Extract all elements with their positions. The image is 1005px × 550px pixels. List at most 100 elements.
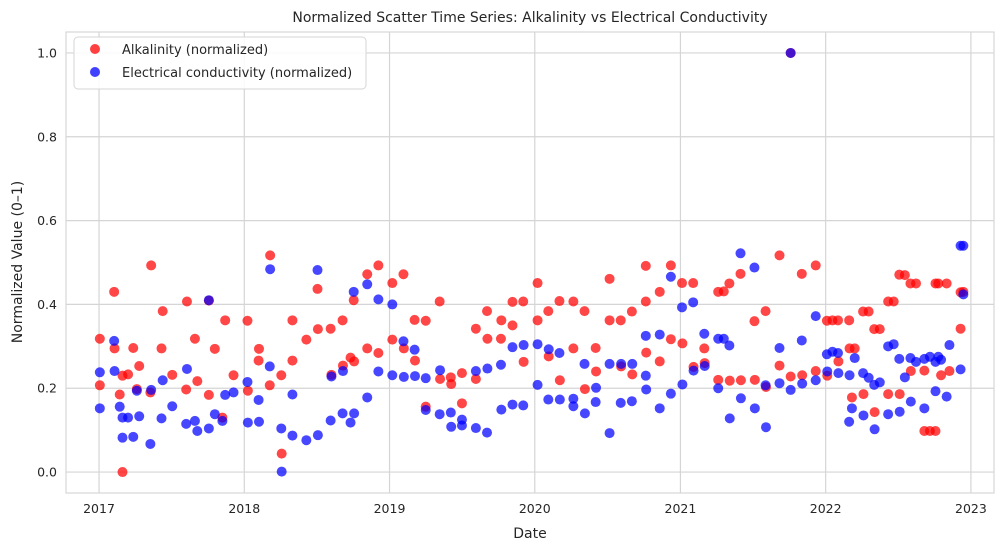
data-point: [518, 296, 529, 307]
data-point: [810, 375, 821, 386]
data-point: [94, 333, 105, 344]
data-point: [532, 379, 543, 390]
data-point: [167, 369, 178, 380]
data-point: [156, 343, 167, 354]
data-point: [774, 378, 785, 389]
data-point: [735, 393, 746, 404]
data-point: [785, 384, 796, 395]
data-point: [312, 283, 323, 294]
y-tick-label: 0.2: [37, 381, 57, 396]
data-point: [157, 375, 168, 386]
data-point: [114, 389, 125, 400]
data-point: [554, 296, 565, 307]
data-point: [253, 355, 264, 366]
data-point: [699, 361, 710, 372]
x-tick-label: 2017: [83, 501, 115, 516]
data-point: [849, 353, 860, 364]
data-point: [724, 413, 735, 424]
data-point: [677, 379, 688, 390]
data-point: [507, 399, 518, 410]
data-point: [203, 423, 214, 434]
data-point: [933, 278, 944, 289]
series-alkalinity: [94, 47, 969, 478]
x-tick-label: 2018: [228, 501, 260, 516]
data-point: [482, 427, 493, 438]
data-point: [325, 323, 336, 334]
legend: Alkalinity (normalized) Electrical condu…: [73, 36, 367, 90]
data-point: [858, 410, 869, 421]
data-point: [398, 371, 409, 382]
data-point: [543, 344, 554, 355]
data-point: [568, 401, 579, 412]
data-point: [109, 343, 120, 354]
plot-area: [65, 31, 995, 494]
data-point: [919, 403, 930, 414]
data-point: [435, 365, 446, 376]
data-point: [930, 386, 941, 397]
data-point: [774, 360, 785, 371]
data-point: [387, 334, 398, 345]
data-point: [276, 370, 287, 381]
data-point: [627, 369, 638, 380]
data-point: [228, 387, 239, 398]
series-layer: [94, 47, 969, 478]
data-point: [796, 268, 807, 279]
data-point: [869, 424, 880, 435]
data-point: [276, 448, 287, 459]
data-point: [699, 343, 710, 354]
data-point: [496, 404, 507, 415]
data-point: [470, 374, 481, 385]
data-point: [362, 269, 373, 280]
data-point: [326, 371, 337, 382]
data-point: [373, 348, 384, 359]
data-point: [944, 366, 955, 377]
data-point: [254, 343, 265, 354]
data-point: [677, 278, 688, 289]
data-point: [146, 260, 157, 271]
data-point: [496, 315, 507, 326]
data-point: [470, 423, 481, 434]
data-point: [345, 417, 356, 428]
data-point: [362, 279, 373, 290]
data-point: [919, 365, 930, 376]
data-point: [495, 359, 506, 370]
data-point: [760, 422, 771, 433]
data-point: [543, 306, 554, 317]
data-point: [858, 389, 869, 400]
data-point: [833, 315, 844, 326]
data-point: [724, 340, 735, 351]
data-point: [276, 466, 287, 477]
data-point: [833, 356, 844, 367]
data-point: [735, 268, 746, 279]
data-point: [301, 334, 312, 345]
data-point: [349, 356, 360, 367]
data-point: [844, 315, 855, 326]
data-point: [287, 315, 298, 326]
data-point: [863, 372, 874, 383]
data-point: [420, 373, 431, 384]
y-axis-label: Normalized Value (0–1): [10, 181, 26, 343]
data-point: [203, 389, 214, 400]
data-point: [242, 385, 253, 396]
data-point: [543, 394, 554, 405]
legend-label-alkalinity: Alkalinity (normalized): [122, 43, 268, 58]
data-point: [724, 278, 735, 289]
series-conductivity: [94, 47, 969, 477]
data-point: [774, 250, 785, 261]
data-point: [894, 389, 905, 400]
data-point: [688, 278, 699, 289]
data-point: [181, 418, 192, 429]
data-point: [228, 370, 239, 381]
data-point: [242, 417, 253, 428]
data-point: [131, 385, 142, 396]
data-point: [445, 407, 456, 418]
data-point: [518, 400, 529, 411]
data-point: [398, 336, 409, 347]
chart-title: Normalized Scatter Time Series: Alkalini…: [292, 10, 767, 26]
data-point: [810, 260, 821, 271]
data-point: [616, 358, 627, 369]
data-point: [446, 379, 457, 390]
y-tick-label: 0.4: [37, 297, 57, 312]
data-point: [181, 363, 192, 374]
data-point: [312, 265, 323, 276]
